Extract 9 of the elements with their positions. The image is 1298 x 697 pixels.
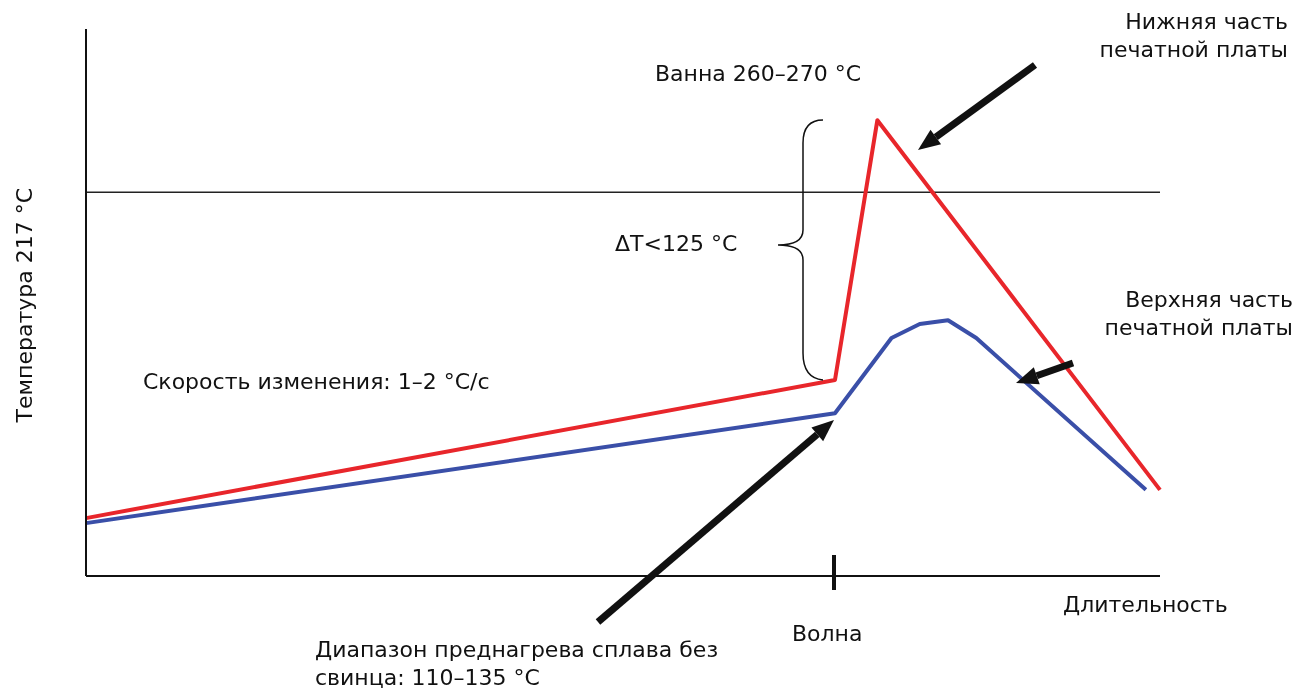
annotation: Скорость изменения: 1–2 °C/с (143, 368, 490, 396)
x-axis-title: Длительность (1063, 592, 1228, 617)
annotation: ΔT<125 °C (615, 230, 738, 258)
text: Нижняя часть печатной платы (1098, 8, 1288, 64)
text: Волна (792, 620, 863, 648)
text: Диапазон преднагрева сплава без свинца: 110–135 °C (315, 636, 720, 692)
y-axis-title: Температура 217 °C (11, 187, 37, 424)
text: Ванна 260–270 °C (655, 60, 862, 88)
annotation: Верхняя часть печатной платы (1103, 286, 1293, 342)
